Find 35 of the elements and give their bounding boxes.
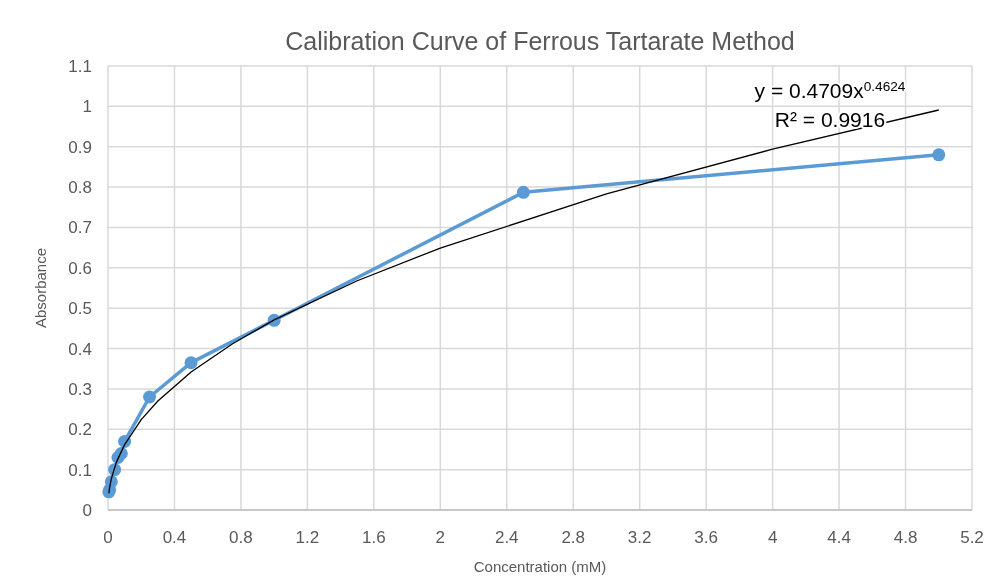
y-tick-label: 0 xyxy=(82,501,92,520)
x-tick-label: 2 xyxy=(435,528,446,547)
y-tick-label: 0.5 xyxy=(68,299,92,319)
x-tick-label: 3.2 xyxy=(627,528,652,547)
x-tick-label: 1.2 xyxy=(295,528,320,547)
x-axis-title: Concentration (mM) xyxy=(473,558,607,575)
y-tick-label: 0.4 xyxy=(68,339,92,359)
point xyxy=(932,148,946,162)
x-tick-label: 0.4 xyxy=(162,528,187,547)
y-axis-title: Absorbance xyxy=(32,247,49,329)
x-tick-label: 0 xyxy=(103,528,113,547)
x-tick-label: 1.6 xyxy=(362,528,386,547)
point xyxy=(143,390,157,404)
x-tick-label: 2.8 xyxy=(561,528,586,547)
y-tick-label: 0.8 xyxy=(68,178,92,198)
y-tick-label: 0.6 xyxy=(68,258,92,278)
point xyxy=(184,356,198,370)
annotation: y = 0.4709x$^{0.4624}$ xyxy=(754,78,906,102)
y-tick-label: 1.1 xyxy=(68,57,92,76)
y-tick-label: 0.1 xyxy=(68,460,92,480)
x-tick-label: 5.2 xyxy=(960,528,984,547)
x-tick-label: 4.4 xyxy=(827,528,851,547)
y-tick-label: 0.7 xyxy=(68,218,92,238)
x-tick-label: 4.8 xyxy=(893,528,918,547)
x-tick-label: 4 xyxy=(767,528,778,547)
y-tick-label: 0.3 xyxy=(68,379,92,399)
annotation: R² = 0.9916 xyxy=(774,108,886,131)
chart-title: Calibration Curve of Ferrous Tartarate Method xyxy=(285,27,795,55)
y-tick-label: 0.2 xyxy=(68,420,92,440)
x-tick-label: 3.6 xyxy=(694,528,718,547)
x-tick-label: 0.8 xyxy=(229,528,253,547)
x-tick-label: 2.4 xyxy=(494,528,519,547)
y-tick-label: 1 xyxy=(82,97,92,117)
point xyxy=(516,185,530,199)
y-tick-label: 0.9 xyxy=(68,137,92,157)
